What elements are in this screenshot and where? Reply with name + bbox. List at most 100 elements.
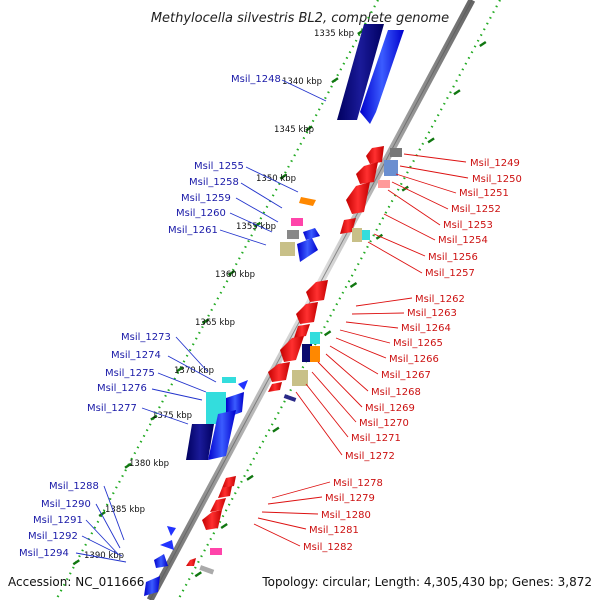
left-gene-labels: Msil_1248 Msil_1255 Msil_1258 Msil_1259 …: [19, 74, 281, 559]
gene-label-msil-1248[interactable]: Msil_1248: [231, 74, 281, 85]
gene-label-msil-1267[interactable]: Msil_1267: [381, 370, 431, 381]
gene-arrow-red[interactable]: [222, 476, 236, 488]
gene-block-navy[interactable]: [186, 424, 214, 460]
kbp-tick: [279, 173, 287, 180]
kbp-tick: [227, 270, 236, 276]
gene-arrow-red[interactable]: [356, 162, 378, 184]
gene-block-cyan[interactable]: [310, 332, 320, 344]
gene-label-msil-1252[interactable]: Msil_1252: [451, 204, 501, 215]
gene-block-grey[interactable]: [199, 565, 215, 575]
gene-label-msil-1273[interactable]: Msil_1273: [121, 332, 171, 343]
gene-label-msil-1262[interactable]: Msil_1262: [415, 294, 465, 305]
gene-arrow-blue[interactable]: [160, 540, 174, 550]
gene-arrow-red[interactable]: [346, 182, 370, 214]
gene-arrow-blue[interactable]: [303, 228, 320, 240]
gene-label-msil-1266[interactable]: Msil_1266: [389, 354, 439, 365]
minus-strand-features: [186, 146, 402, 575]
gene-label-msil-1253[interactable]: Msil_1253: [443, 220, 493, 231]
kbp-tick: [220, 523, 228, 529]
gene-block-orange[interactable]: [299, 197, 316, 206]
gene-label-msil-1255[interactable]: Msil_1255: [194, 161, 244, 172]
kbp-label: 1370 kbp: [174, 366, 214, 376]
gene-arrow-msil-1248[interactable]: [360, 30, 404, 124]
gene-arrow-blue[interactable]: [208, 410, 236, 460]
gene-block-pink[interactable]: [378, 180, 390, 188]
gene-arrow-red[interactable]: [366, 146, 384, 164]
gene-label-msil-1274[interactable]: Msil_1274: [111, 350, 161, 361]
kbp-label: 1360 kbp: [215, 270, 255, 280]
gene-block-pink[interactable]: [291, 218, 303, 226]
genome-summary-text: Topology: circular; Length: 4,305,430 bp…: [261, 575, 592, 589]
gene-label-msil-1263[interactable]: Msil_1263: [407, 308, 457, 319]
gene-label-msil-1265[interactable]: Msil_1265: [393, 338, 443, 349]
plus-strand-features: [144, 24, 404, 596]
gene-label-msil-1288[interactable]: Msil_1288: [49, 481, 99, 492]
kbp-label: 1390 kbp: [84, 551, 124, 561]
gene-label-msil-1264[interactable]: Msil_1264: [401, 323, 451, 334]
gene-arrow-red[interactable]: [294, 324, 310, 338]
gene-label-msil-1270[interactable]: Msil_1270: [359, 418, 409, 429]
gene-arrow-blue[interactable]: [167, 526, 176, 536]
right-gene-leaders: [253, 153, 469, 547]
gene-label-msil-1278[interactable]: Msil_1278: [333, 478, 383, 489]
gene-block-pink[interactable]: [210, 548, 222, 555]
gene-label-msil-1279[interactable]: Msil_1279: [325, 493, 375, 504]
gene-arrow-red[interactable]: [218, 486, 232, 498]
gene-block-navy[interactable]: [302, 344, 312, 362]
gene-label-msil-1254[interactable]: Msil_1254: [438, 235, 488, 246]
gene-label-msil-1258[interactable]: Msil_1258: [189, 177, 239, 188]
gene-label-msil-1268[interactable]: Msil_1268: [371, 387, 421, 398]
gene-arrow-blue[interactable]: [154, 554, 168, 568]
gene-label-msil-1249[interactable]: Msil_1249: [470, 158, 520, 169]
gene-block-grey[interactable]: [287, 230, 299, 239]
kbp-tick: [246, 474, 254, 481]
gene-label-msil-1271[interactable]: Msil_1271: [351, 433, 401, 444]
gene-arrow-red[interactable]: [202, 510, 222, 530]
gene-block-orange[interactable]: [310, 346, 320, 362]
gene-label-msil-1257[interactable]: Msil_1257: [425, 268, 475, 279]
gene-label-msil-1259[interactable]: Msil_1259: [181, 193, 231, 204]
gene-block-cyan[interactable]: [222, 377, 236, 383]
gene-block-khaki[interactable]: [352, 228, 362, 242]
gene-label-msil-1280[interactable]: Msil_1280: [321, 510, 371, 521]
gene-block-navy-small[interactable]: [283, 394, 297, 402]
gene-label-msil-1291[interactable]: Msil_1291: [33, 515, 83, 526]
gene-label-msil-1294[interactable]: Msil_1294: [19, 548, 69, 559]
kbp-tick: [272, 426, 280, 433]
gene-label-msil-1251[interactable]: Msil_1251: [459, 188, 509, 199]
gene-label-msil-1290[interactable]: Msil_1290: [41, 499, 91, 510]
gene-arrow-red[interactable]: [268, 362, 290, 382]
kbp-tick: [479, 41, 487, 47]
gene-label-msil-1260[interactable]: Msil_1260: [176, 208, 226, 219]
gene-label-msil-1276[interactable]: Msil_1276: [97, 383, 147, 394]
gene-arrow-blue[interactable]: [144, 576, 160, 596]
gene-arrow-red[interactable]: [186, 558, 196, 566]
gene-label-msil-1277[interactable]: Msil_1277: [87, 403, 137, 414]
gene-label-msil-1292[interactable]: Msil_1292: [28, 531, 78, 542]
gene-label-msil-1256[interactable]: Msil_1256: [428, 252, 478, 263]
gene-arrow-blue[interactable]: [238, 380, 248, 390]
gene-arrow-blue[interactable]: [297, 238, 318, 262]
gene-block-steelblue[interactable]: [384, 160, 398, 176]
gene-block-grey[interactable]: [390, 148, 402, 157]
gene-label-msil-1261[interactable]: Msil_1261: [168, 225, 218, 236]
kbp-label: 1375 kbp: [152, 411, 192, 421]
gene-arrow-red[interactable]: [296, 302, 318, 324]
gene-label-msil-1269[interactable]: Msil_1269: [365, 403, 415, 414]
gene-block-khaki[interactable]: [280, 242, 295, 256]
gene-arrow-red[interactable]: [268, 382, 282, 392]
gene-block-cyan[interactable]: [362, 230, 370, 240]
gene-label-msil-1281[interactable]: Msil_1281: [309, 525, 359, 536]
kbp-label: 1350 kbp: [256, 174, 296, 184]
gene-label-msil-1250[interactable]: Msil_1250: [472, 174, 522, 185]
gene-label-msil-1272[interactable]: Msil_1272: [345, 451, 395, 462]
gene-block-msil-1248[interactable]: [337, 24, 384, 120]
left-gene-leaders: [75, 79, 327, 563]
gene-label-msil-1275[interactable]: Msil_1275: [105, 368, 155, 379]
gene-arrow-red[interactable]: [210, 498, 226, 512]
gene-arrow-red[interactable]: [280, 336, 304, 362]
gene-label-msil-1282[interactable]: Msil_1282: [303, 542, 353, 553]
gene-block-khaki[interactable]: [292, 370, 308, 386]
gene-arrow-red[interactable]: [306, 280, 328, 302]
